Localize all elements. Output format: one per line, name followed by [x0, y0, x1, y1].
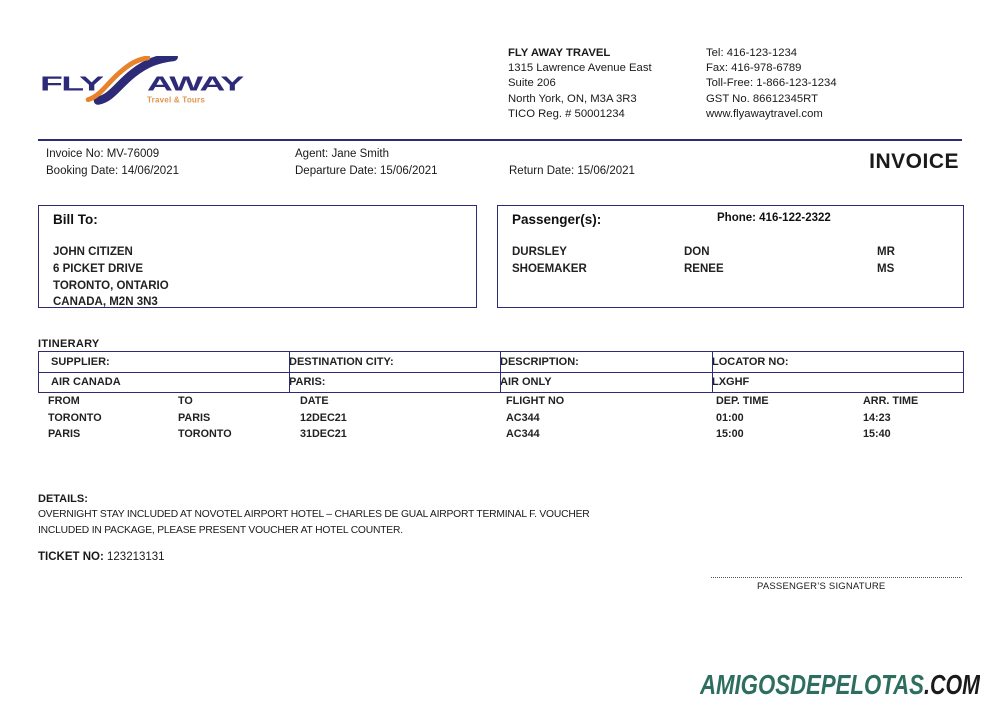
svg-text:AMIGOSDEPELOTAS: AMIGOSDEPELOTAS [700, 669, 924, 700]
svg-text:FLY: FLY [40, 73, 105, 96]
svg-text:Travel & Tours: Travel & Tours [147, 95, 205, 104]
svg-text:AWAY: AWAY [147, 73, 245, 96]
svg-text:.COM: .COM [924, 669, 980, 700]
